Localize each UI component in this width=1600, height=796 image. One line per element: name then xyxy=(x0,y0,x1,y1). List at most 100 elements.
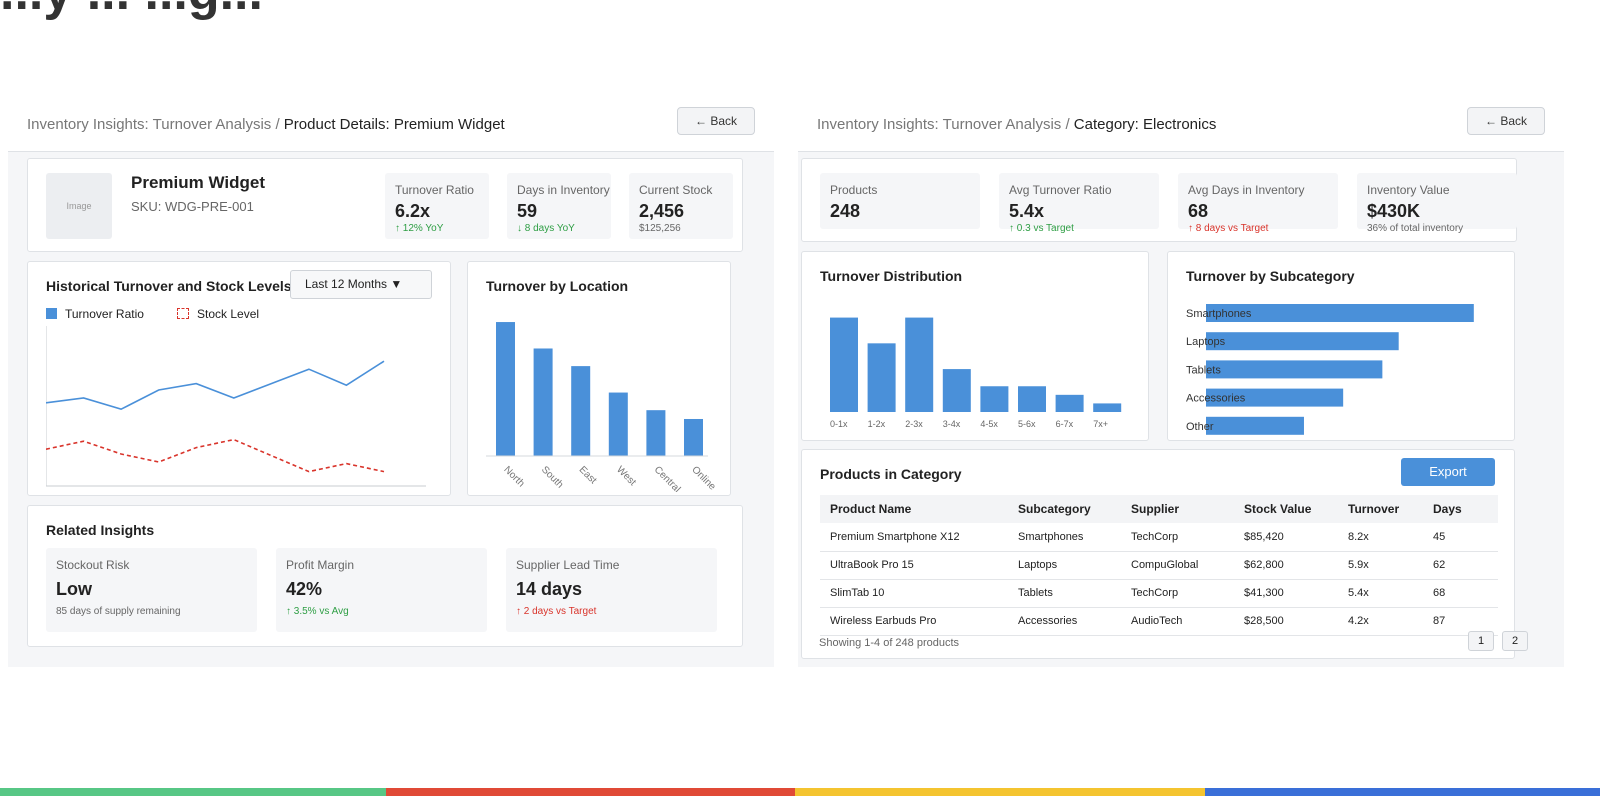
history-line-chart xyxy=(46,326,426,487)
column-header[interactable]: Days xyxy=(1423,495,1498,523)
stat-value: 6.2x xyxy=(395,201,431,221)
table-row[interactable]: Premium Smartphone X12 Smartphones TechC… xyxy=(820,523,1498,552)
insight-profit-margin: Profit Margin 42% ↑ 3.5% vs Avg xyxy=(276,548,487,632)
legend-label-turnover: Turnover Ratio xyxy=(65,307,144,321)
category-panel: Inventory Insights: Turnover Analysis / … xyxy=(798,94,1564,667)
subcategory-chart-title: Turnover by Subcategory xyxy=(1186,268,1355,284)
product-details-panel: Inventory Insights: Turnover Analysis / … xyxy=(8,94,774,667)
back-button[interactable]: ← Back xyxy=(1467,107,1545,135)
back-button[interactable]: ← Back xyxy=(677,107,755,135)
subcategory-bar xyxy=(1206,360,1383,379)
color-bar-blue xyxy=(1205,788,1600,796)
stat-change: ↑ 12% YoY xyxy=(395,223,444,234)
page-button-2[interactable]: 2 xyxy=(1502,631,1528,651)
stat-subvalue: $125,256 xyxy=(639,223,681,234)
table-row[interactable]: UltraBook Pro 15 Laptops CompuGlobal $62… xyxy=(820,551,1498,580)
period-dropdown[interactable]: Last 12 Months ▼ xyxy=(290,270,432,299)
stat-subvalue: 36% of total inventory xyxy=(1367,223,1464,234)
stat-value: 68 xyxy=(1188,201,1209,221)
product-sku: SKU: WDG-PRE-001 xyxy=(131,199,254,214)
cell-turnover: 5.9x xyxy=(1338,551,1423,580)
panel-header: Inventory Insights: Turnover Analysis / … xyxy=(8,94,774,152)
subcategory-bar xyxy=(1206,388,1344,407)
stat-avg-days: Avg Days in Inventory 68 ↑ 8 days vs Tar… xyxy=(1178,173,1338,234)
table-header-row: Product Name Subcategory Supplier Stock … xyxy=(820,495,1498,523)
location-bar xyxy=(646,410,666,456)
column-header[interactable]: Stock Value xyxy=(1234,495,1338,523)
breadcrumb-parent[interactable]: Inventory Insights: Turnover Analysis / xyxy=(27,116,284,133)
insight-stockout-risk: Stockout Risk Low 85 days of supply rema… xyxy=(46,548,257,632)
distribution-bar xyxy=(830,317,858,412)
stat-value: 248 xyxy=(830,201,861,221)
stat-change: ↓ 8 days YoY xyxy=(517,223,575,234)
cell-supplier: TechCorp xyxy=(1121,579,1234,608)
distribution-tick-label: 1-2x xyxy=(868,419,886,429)
column-header[interactable]: Turnover xyxy=(1338,495,1423,523)
column-header[interactable]: Product Name xyxy=(820,495,1008,523)
column-header[interactable]: Subcategory xyxy=(1008,495,1121,523)
cell-days: 87 xyxy=(1423,607,1498,636)
stat-label: Avg Turnover Ratio xyxy=(1009,183,1112,197)
insight-value: 42% xyxy=(286,579,323,599)
cell-days: 62 xyxy=(1423,551,1498,580)
distribution-tick-label: 3-4x xyxy=(943,419,961,429)
location-tick-label: East xyxy=(577,464,599,486)
page-button-1[interactable]: 1 xyxy=(1468,631,1494,651)
distribution-bar xyxy=(942,369,971,412)
cell-turnover: 5.4x xyxy=(1338,579,1423,608)
cell-turnover: 8.2x xyxy=(1338,523,1423,552)
stat-change: ↑ 8 days vs Target xyxy=(1188,223,1269,234)
cell-supplier: TechCorp xyxy=(1121,523,1234,552)
insight-value: 14 days xyxy=(516,579,583,599)
distribution-bar xyxy=(867,343,896,412)
distribution-bar xyxy=(1093,403,1122,412)
cell-stock-value: $28,500 xyxy=(1234,607,1338,636)
panel-header: Inventory Insights: Turnover Analysis / … xyxy=(798,94,1564,152)
insight-label: Profit Margin xyxy=(286,558,355,572)
distribution-bar xyxy=(980,386,1009,412)
legend-swatch-turnover xyxy=(46,308,57,319)
location-bar xyxy=(533,348,553,456)
location-bar xyxy=(608,392,628,456)
location-tick-label: South xyxy=(539,464,565,490)
category-stats-card: Products 248 Avg Turnover Ratio 5.4x ↑ 0… xyxy=(801,158,1517,242)
cell-product-name: UltraBook Pro 15 xyxy=(820,551,1008,580)
stat-label: Current Stock xyxy=(639,183,713,197)
location-chart-card: Turnover by Location North South East West C… xyxy=(467,261,731,496)
breadcrumb-parent[interactable]: Inventory Insights: Turnover Analysis / xyxy=(817,116,1074,133)
insight-label: Supplier Lead Time xyxy=(516,558,620,572)
legend-swatch-stock xyxy=(177,308,189,319)
table-row[interactable]: SlimTab 10 Tablets TechCorp $41,300 5.4x… xyxy=(820,579,1498,608)
cell-product-name: Premium Smartphone X12 xyxy=(820,523,1008,552)
location-bar-chart: North South East West Central Online xyxy=(486,322,718,492)
cell-product-name: Wireless Earbuds Pro xyxy=(820,607,1008,636)
stock-level-line xyxy=(46,438,385,473)
stat-products: Products 248 xyxy=(820,173,980,229)
table-footer-text: Showing 1-4 of 248 products xyxy=(819,637,960,649)
location-tick-label: Central xyxy=(652,464,683,492)
stat-label: Avg Days in Inventory xyxy=(1188,183,1305,197)
location-bar xyxy=(496,322,515,456)
product-name: Premium Widget xyxy=(131,173,265,192)
cell-subcategory: Smartphones xyxy=(1008,523,1121,552)
distribution-tick-label: 4-5x xyxy=(980,419,998,429)
location-tick-label: North xyxy=(501,464,526,489)
table-row[interactable]: Wireless Earbuds Pro Accessories AudioTe… xyxy=(820,607,1498,636)
column-header[interactable]: Supplier xyxy=(1121,495,1234,523)
history-chart-card: Historical Turnover and Stock Levels Las… xyxy=(27,261,451,496)
product-image-placeholder: Image xyxy=(46,173,112,239)
location-tick-label: Online xyxy=(689,464,718,492)
products-table-card: Products in Category Export Product Name… xyxy=(801,449,1515,659)
cell-days: 68 xyxy=(1423,579,1498,608)
products-table-title: Products in Category xyxy=(820,466,962,482)
subcategory-label: Smartphones xyxy=(1186,308,1252,320)
cell-supplier: AudioTech xyxy=(1121,607,1234,636)
subcategory-bar xyxy=(1206,416,1304,435)
distribution-tick-label: 2-3x xyxy=(905,419,923,429)
export-button[interactable]: Export xyxy=(1401,458,1495,486)
color-bar-green xyxy=(0,788,386,796)
cell-subcategory: Laptops xyxy=(1008,551,1121,580)
stat-value: 5.4x xyxy=(1009,201,1045,221)
location-tick-label: West xyxy=(614,464,638,488)
breadcrumb: Inventory Insights: Turnover Analysis / … xyxy=(817,116,1216,133)
